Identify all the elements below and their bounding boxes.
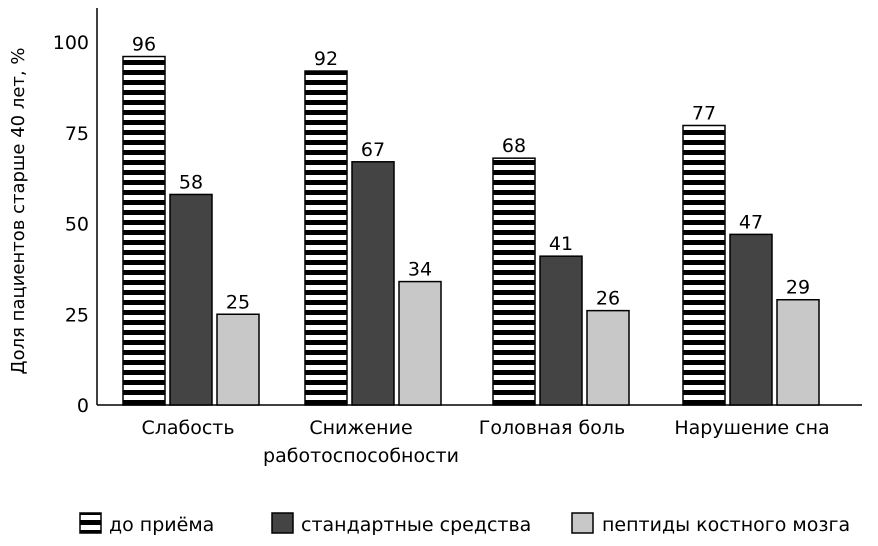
data-label: 96 bbox=[132, 34, 156, 56]
y-tick-label: 50 bbox=[65, 214, 89, 236]
legend-swatch bbox=[571, 512, 594, 534]
data-label: 67 bbox=[361, 139, 385, 161]
bar-series-1-cat-1 bbox=[122, 55, 166, 406]
data-label: 25 bbox=[226, 291, 250, 313]
y-tick-label: 0 bbox=[77, 395, 89, 417]
y-axis-title: Доля пациентов старше 40 лет, % bbox=[8, 48, 29, 375]
data-label: 29 bbox=[786, 277, 810, 299]
y-tick-label: 25 bbox=[65, 304, 89, 326]
bar-series-3-cat-4 bbox=[776, 298, 820, 406]
bar-series-1-cat-4 bbox=[682, 124, 726, 406]
legend-label: пептиды костного мозга bbox=[602, 514, 850, 536]
x-category-label: Снижение работоспособности bbox=[263, 417, 459, 467]
bar-series-1-cat-2 bbox=[304, 70, 348, 406]
bar-series-2-cat-1 bbox=[169, 193, 213, 406]
legend-label: до приёма bbox=[109, 514, 214, 536]
bar-series-1-cat-3 bbox=[492, 157, 536, 406]
y-tick-label: 75 bbox=[65, 123, 89, 145]
legend-swatch bbox=[271, 512, 294, 534]
bar-series-2-cat-4 bbox=[729, 233, 773, 406]
data-label: 58 bbox=[179, 171, 203, 193]
y-tick-label: 100 bbox=[53, 32, 89, 54]
data-label: 34 bbox=[408, 259, 432, 281]
x-category-label: Слабость bbox=[141, 417, 234, 439]
legend-label: стандартные средства bbox=[301, 514, 531, 536]
bar-series-3-cat-2 bbox=[398, 280, 442, 406]
data-label: 92 bbox=[314, 48, 338, 70]
x-category-label: Головная боль bbox=[479, 417, 625, 439]
bar-series-3-cat-3 bbox=[586, 309, 630, 406]
bar-series-2-cat-3 bbox=[539, 255, 583, 406]
data-label: 68 bbox=[502, 135, 526, 157]
bar-series-3-cat-1 bbox=[216, 313, 260, 406]
bar-series-2-cat-2 bbox=[351, 161, 395, 406]
x-category-label: Нарушение сна bbox=[674, 417, 829, 439]
data-label: 26 bbox=[596, 288, 620, 310]
legend-swatch bbox=[79, 512, 102, 534]
data-label: 77 bbox=[692, 102, 716, 124]
data-label: 47 bbox=[739, 211, 763, 233]
data-label: 41 bbox=[549, 233, 573, 255]
